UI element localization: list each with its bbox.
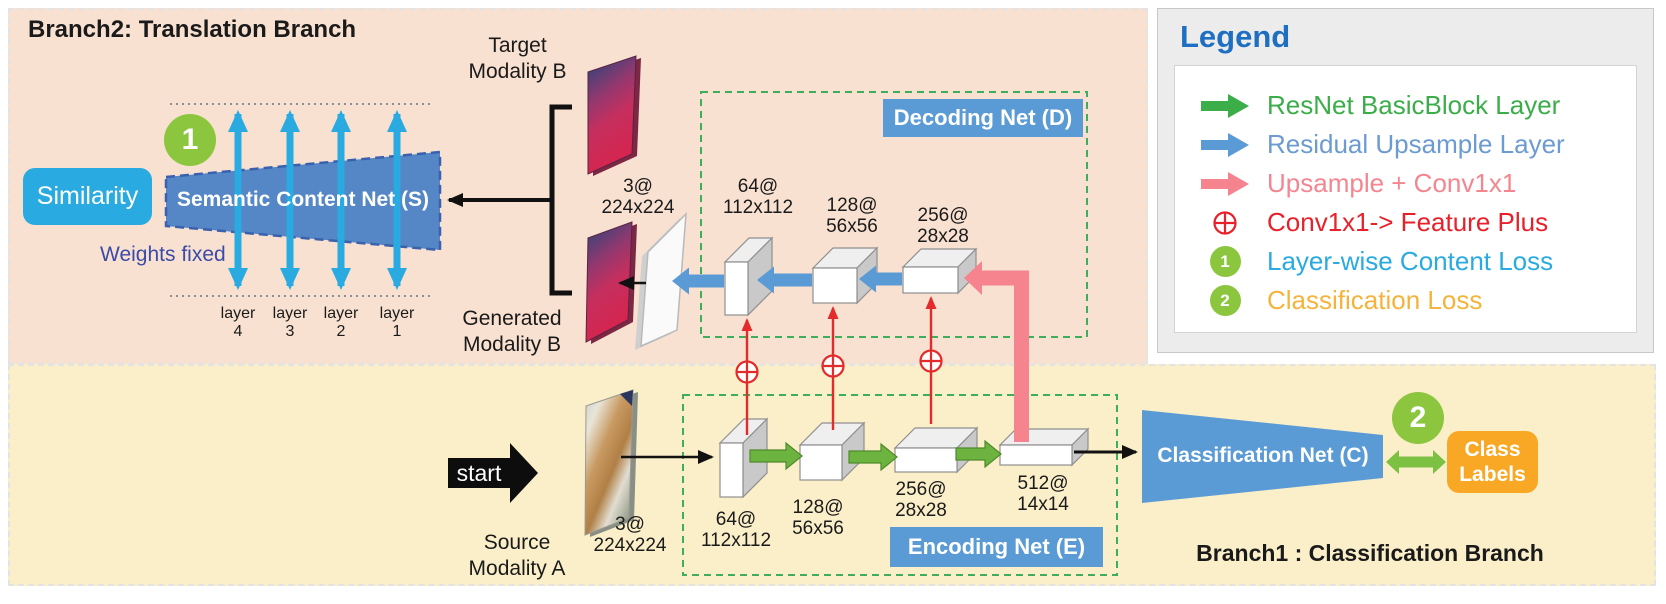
source-modality-label: Source Modality A bbox=[468, 531, 566, 581]
green-circle-1-icon: 1 bbox=[1197, 246, 1253, 277]
decoder-box-128-label: 128@ 56x56 bbox=[826, 195, 878, 238]
classification-net-shape bbox=[1142, 410, 1383, 503]
image-dims-a-label: 3@ 224x224 bbox=[593, 514, 667, 557]
content-loss-badge: 1 bbox=[164, 114, 216, 166]
layer1-label: layer 1 bbox=[379, 305, 415, 341]
classification-loss-number: 2 bbox=[1409, 401, 1427, 434]
semantic-net-label: Semantic Content Net (S) bbox=[176, 188, 430, 211]
generated-modality-image bbox=[585, 221, 637, 344]
branch1-title: Branch1 : Classification Branch bbox=[1196, 540, 1544, 566]
legend-title: Legend bbox=[1180, 19, 1291, 54]
modality-b-bracket bbox=[549, 104, 572, 296]
target-modality-image bbox=[587, 55, 641, 176]
classification-net-label: Classification Net (C) bbox=[1157, 444, 1369, 467]
layer-guide-dotted-lines bbox=[170, 103, 433, 297]
target-modality-label: Target Modality B bbox=[468, 34, 567, 84]
blue-block-arrow-icon bbox=[1197, 132, 1253, 157]
legend-item-upsample-conv: Upsample + Conv1x1 bbox=[1197, 164, 1636, 203]
class-labels-box: Class Labels bbox=[1447, 431, 1538, 493]
legend-panel: Legend ResNet BasicBlock Layer Residual … bbox=[1157, 8, 1654, 353]
decoder-box-64-label: 64@ 112x112 bbox=[722, 176, 794, 219]
pink-block-arrow-icon bbox=[1197, 171, 1253, 196]
legend-item-residual-upsample: Residual Upsample Layer bbox=[1197, 125, 1636, 164]
encoder-box-64-label: 64@ 112x112 bbox=[700, 509, 772, 552]
source-modality-image bbox=[584, 389, 638, 537]
encoding-net-label: Encoding Net (E) bbox=[890, 527, 1103, 567]
encoder-box-256-label: 256@ 28x28 bbox=[895, 479, 947, 522]
green-block-arrow-icon bbox=[1197, 93, 1253, 118]
similarity-box: Similarity bbox=[23, 168, 152, 225]
legend-item-resnet: ResNet BasicBlock Layer bbox=[1197, 86, 1636, 125]
classification-loss-arrow bbox=[1386, 450, 1446, 474]
encoder-box-256 bbox=[893, 426, 979, 474]
circle-plus-icon bbox=[1197, 209, 1253, 237]
green-circle-2-icon: 2 bbox=[1197, 285, 1253, 316]
legend-list: ResNet BasicBlock Layer Residual Upsampl… bbox=[1174, 65, 1637, 333]
similarity-label: Similarity bbox=[36, 182, 139, 210]
layer2-label: layer 2 bbox=[323, 305, 359, 341]
decoder-box-256 bbox=[901, 247, 978, 295]
legend-item-feature-plus: Conv1x1-> Feature Plus bbox=[1197, 203, 1636, 242]
layer4-label: layer 4 bbox=[220, 305, 256, 341]
weights-fixed-label: Weights fixed bbox=[100, 243, 226, 266]
decoding-net-region bbox=[700, 91, 1088, 338]
start-arrow bbox=[448, 443, 538, 503]
decoder-box-256-label: 256@ 28x28 bbox=[917, 205, 969, 248]
branch2-title: Branch2: Translation Branch bbox=[28, 16, 357, 43]
generated-modality-label: Generated Modality B bbox=[462, 307, 562, 357]
encoder-box-512 bbox=[998, 427, 1090, 467]
decoder-box-64 bbox=[723, 236, 774, 317]
content-loss-number: 1 bbox=[181, 123, 199, 156]
circle-plus-symbols bbox=[735, 349, 943, 384]
layer3-label: layer 3 bbox=[272, 305, 308, 341]
generated-feature-panel bbox=[635, 212, 687, 350]
residual-upsample-arrows bbox=[672, 265, 902, 295]
encoder-box-512-label: 512@ 14x14 bbox=[1017, 473, 1069, 516]
decoding-net-label: Decoding Net (D) bbox=[883, 99, 1083, 137]
legend-item-content-loss: 1 Layer-wise Content Loss bbox=[1197, 242, 1636, 281]
start-label: start bbox=[456, 460, 502, 486]
encoding-net-region bbox=[682, 394, 1118, 576]
upsample-conv-arrow bbox=[964, 261, 1029, 442]
legend-item-classification-loss: 2 Classification Loss bbox=[1197, 281, 1636, 320]
resnet-block-arrows bbox=[749, 439, 1002, 472]
image-dims-b-label: 3@ 224x224 bbox=[601, 176, 675, 219]
encoder-box-128-label: 128@ 56x56 bbox=[792, 497, 844, 540]
layer-loss-arrows bbox=[228, 110, 407, 290]
classification-loss-badge: 2 bbox=[1392, 392, 1444, 444]
